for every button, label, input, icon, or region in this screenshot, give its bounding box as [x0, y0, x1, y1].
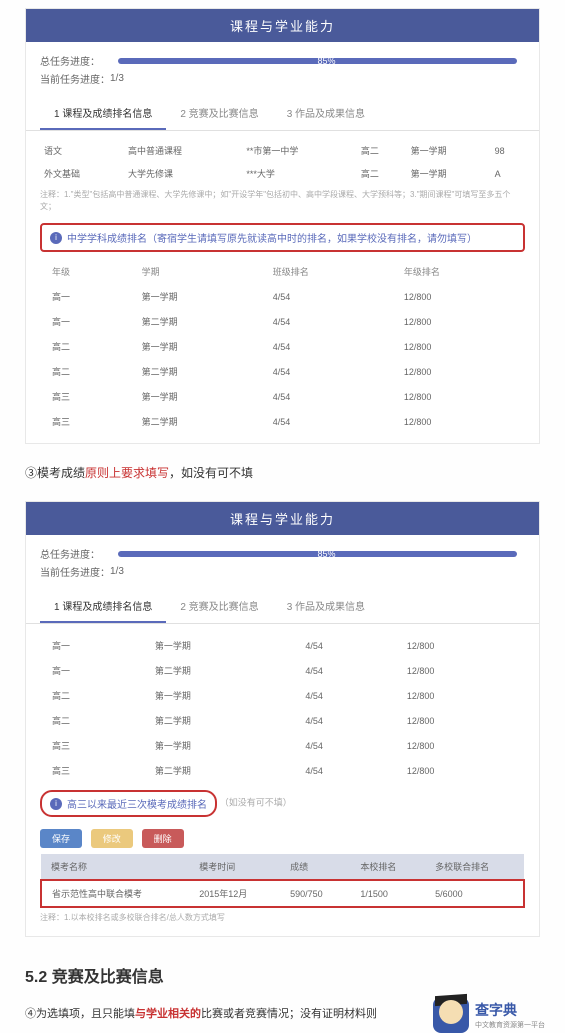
- overall-progress-bar: 85%: [118, 58, 517, 64]
- edit-button[interactable]: 修改: [91, 829, 133, 848]
- overall-progress-bar: 85%: [118, 551, 517, 557]
- table-row: 高二第一学期4/5412/800: [42, 684, 523, 707]
- table-row: 高三第一学期4/5412/800: [42, 385, 523, 408]
- current-progress-value: 1/3: [110, 73, 124, 84]
- tab-grades[interactable]: 1 课程及成绩排名信息: [40, 590, 166, 623]
- exam-note: 注释：1.以本校排名或多校联合排名/总人数方式填写: [40, 908, 525, 928]
- tab-works[interactable]: 3 作品及成果信息: [273, 97, 379, 130]
- course-note: 注释：1."类型"包括高中普通课程、大学先修课中；如"开设学年"包括初中、高中学…: [40, 185, 525, 217]
- table-row: 高三第二学期4/5412/800: [42, 759, 523, 782]
- table-row: 高一第一学期4/5412/800: [42, 634, 523, 657]
- panel-body: 语文高中普通课程**市第一中学高二第一学期98 外文基础大学先修课***大学高二…: [26, 131, 539, 443]
- tab-competition[interactable]: 2 竞赛及比赛信息: [166, 97, 272, 130]
- table-row: 高二第一学期4/5412/800: [42, 335, 523, 358]
- tabs: 1 课程及成绩排名信息 2 竞赛及比赛信息 3 作品及成果信息: [26, 590, 539, 624]
- ranking-section-header: i 中学学科成绩排名（寄宿学生请填写原先就读高中时的排名，如果学校没有排名，请勿…: [40, 223, 525, 252]
- exam-table-row: 省示范性高中联合模考2015年12月590/7501/15005/6000: [41, 880, 524, 907]
- table-header: 年级学期班级排名年级排名: [42, 260, 523, 283]
- info-icon: i: [50, 232, 62, 244]
- exam-section-header: i 高三以来最近三次模考成绩排名: [40, 790, 217, 817]
- current-progress-label: 当前任务进度：: [40, 564, 110, 579]
- tabs: 1 课程及成绩排名信息 2 竞赛及比赛信息 3 作品及成果信息: [26, 97, 539, 131]
- table-row: 高二第二学期4/5412/800: [42, 360, 523, 383]
- exam-table: 模考名称模考时间成绩本校排名多校联合排名 省示范性高中联合模考2015年12月5…: [40, 854, 525, 908]
- table-row: 高一第一学期4/5412/800: [42, 285, 523, 308]
- current-progress-label: 当前任务进度：: [40, 71, 110, 86]
- panel-1: 课程与学业能力 总任务进度： 85% 当前任务进度： 1/3 1 课程及成绩排名…: [25, 8, 540, 444]
- delete-button[interactable]: 删除: [142, 829, 184, 848]
- progress-block: 总任务进度： 85% 当前任务进度： 1/3: [26, 42, 539, 97]
- caption-1: ③模考成绩原则上要求填写，如没有可不填: [0, 452, 565, 493]
- overall-progress-label: 总任务进度：: [40, 53, 110, 68]
- logo-text: 查字典 中文教育资源第一平台: [475, 1000, 545, 1030]
- info-icon: i: [50, 798, 62, 810]
- course-table: 语文高中普通课程**市第一中学高二第一学期98 外文基础大学先修课***大学高二…: [40, 139, 525, 185]
- logo-block: 查字典 中文教育资源第一平台: [433, 997, 545, 1033]
- tab-works[interactable]: 3 作品及成果信息: [273, 590, 379, 623]
- exam-table-header: 模考名称模考时间成绩本校排名多校联合排名: [41, 854, 524, 880]
- grades-table: 年级学期班级排名年级排名 高一第一学期4/5412/800 高一第二学期4/54…: [40, 258, 525, 435]
- tab-competition[interactable]: 2 竞赛及比赛信息: [166, 590, 272, 623]
- save-button[interactable]: 保存: [40, 829, 82, 848]
- panel-body: 高一第一学期4/5412/800 高一第二学期4/5412/800 高二第一学期…: [26, 624, 539, 936]
- panel-2: 课程与学业能力 总任务进度： 85% 当前任务进度： 1/3 1 课程及成绩排名…: [25, 501, 540, 937]
- button-row: 保存 修改 删除: [40, 823, 525, 854]
- grades-table: 高一第一学期4/5412/800 高一第二学期4/5412/800 高二第一学期…: [40, 632, 525, 784]
- progress-block: 总任务进度： 85% 当前任务进度： 1/3: [26, 535, 539, 590]
- exam-section-sub: （如没有可不填）: [220, 798, 292, 808]
- exam-section-wrap: i 高三以来最近三次模考成绩排名 （如没有可不填）: [40, 784, 525, 823]
- overall-progress-label: 总任务进度：: [40, 546, 110, 561]
- table-row: 高三第一学期4/5412/800: [42, 734, 523, 757]
- table-row: 高一第二学期4/5412/800: [42, 310, 523, 333]
- current-progress-value: 1/3: [110, 566, 124, 577]
- table-row: 高一第二学期4/5412/800: [42, 659, 523, 682]
- table-row: 高三第二学期4/5412/800: [42, 410, 523, 433]
- footer-text: ④为选填项，且只能填与学业相关的比赛或者竞赛情况；没有证明材料则 查字典 中文教…: [0, 997, 565, 1029]
- panel-header: 课程与学业能力: [26, 502, 539, 535]
- logo-icon: [433, 997, 469, 1033]
- section-heading: 5.2 竞赛及比赛信息: [0, 945, 565, 997]
- table-row: 语文高中普通课程**市第一中学高二第一学期98: [40, 139, 525, 162]
- panel-header: 课程与学业能力: [26, 9, 539, 42]
- tab-grades[interactable]: 1 课程及成绩排名信息: [40, 97, 166, 130]
- table-row: 高二第二学期4/5412/800: [42, 709, 523, 732]
- ranking-section-title: 中学学科成绩排名（寄宿学生请填写原先就读高中时的排名，如果学校没有排名，请勿填写…: [67, 230, 477, 245]
- table-row: 外文基础大学先修课***大学高二第一学期A: [40, 162, 525, 185]
